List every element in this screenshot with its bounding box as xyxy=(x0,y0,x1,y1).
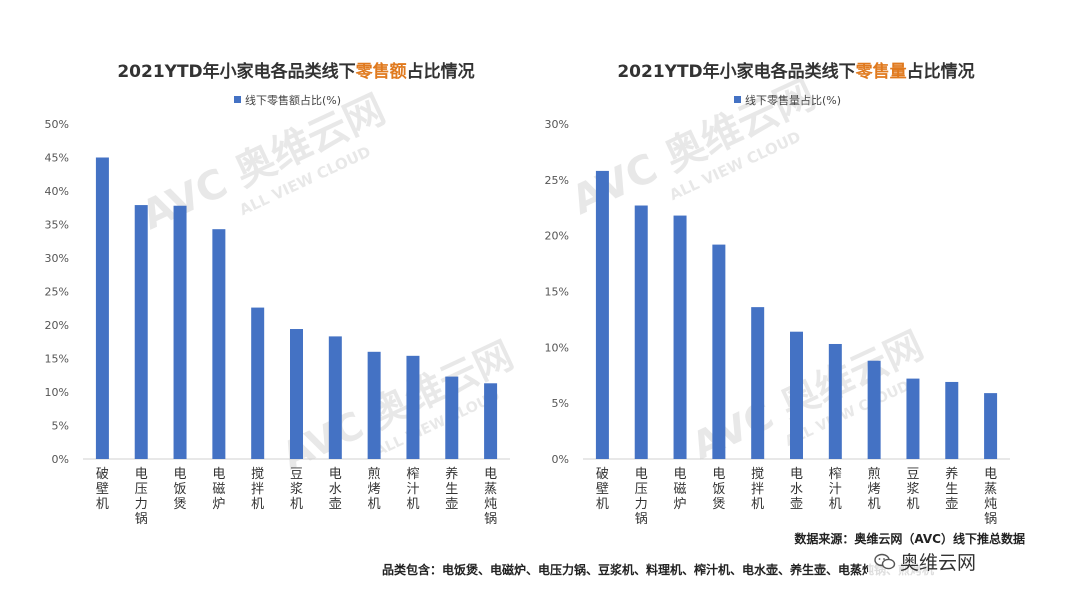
x-tick-label: 电压力锅 xyxy=(135,467,148,527)
x-tick-label: 电蒸炖锅 xyxy=(484,467,497,527)
bar xyxy=(634,205,648,459)
bar xyxy=(867,360,881,459)
y-tick-label: 0% xyxy=(52,453,69,466)
bar xyxy=(173,205,187,459)
x-tick-label: 煎烤机 xyxy=(368,466,381,512)
bar xyxy=(406,355,420,459)
bar xyxy=(828,343,842,459)
y-tick-label: 5% xyxy=(552,397,569,410)
y-tick-label: 5% xyxy=(52,420,69,433)
x-tick-label: 煎烤机 xyxy=(868,466,881,512)
bar xyxy=(251,307,265,459)
y-tick-label: 20% xyxy=(545,230,569,243)
y-tick-label: 45% xyxy=(45,152,69,165)
chart-title-suffix: 占比情况 xyxy=(407,61,475,82)
chart-title-prefix: 2021YTD年小家电各品类线下 xyxy=(617,61,855,82)
legend: 线下零售额占比(%) xyxy=(234,93,341,107)
x-tick-label: 豆浆机 xyxy=(906,467,919,512)
x-tick-label: 搅拌机 xyxy=(751,466,764,512)
x-tick-label: 豆浆机 xyxy=(290,467,303,512)
bar xyxy=(790,331,803,459)
y-tick-label: 25% xyxy=(45,286,69,299)
x-tick-label: 搅拌机 xyxy=(251,466,264,512)
y-tick-label: 40% xyxy=(45,185,69,198)
bar xyxy=(751,307,765,459)
bar xyxy=(328,336,342,459)
legend: 线下零售量占比(%) xyxy=(734,93,841,107)
bar xyxy=(290,329,303,459)
x-tick-label: 电饭煲 xyxy=(174,467,187,512)
bar xyxy=(134,205,148,459)
x-tick-label: 电水壶 xyxy=(790,467,803,512)
data-source-note: 数据来源：奥维云网（AVC）线下推总数据 xyxy=(794,532,1025,546)
x-tick-label: 破壁机 xyxy=(96,467,109,512)
x-tick-label: 电压力锅 xyxy=(635,467,648,527)
bar xyxy=(712,244,726,459)
x-tick-label: 养生壶 xyxy=(445,466,458,512)
bar xyxy=(906,378,920,459)
bar xyxy=(445,376,459,459)
legend-swatch xyxy=(234,96,241,103)
y-tick-label: 25% xyxy=(545,174,569,187)
x-tick-label: 榨汁机 xyxy=(829,466,842,512)
chart-title: 2021YTD年小家电各品类线下零售量占比情况 xyxy=(617,61,974,82)
chart-title-suffix: 占比情况 xyxy=(907,61,975,82)
bar xyxy=(945,381,959,459)
bar xyxy=(673,215,687,459)
legend-swatch xyxy=(734,96,741,103)
legend-label: 线下零售量占比(%) xyxy=(745,93,841,107)
x-tick-label: 电磁炉 xyxy=(212,467,225,512)
chart-title-highlight: 零售量 xyxy=(855,61,907,82)
x-tick-label: 养生壶 xyxy=(945,466,958,512)
bar xyxy=(595,170,609,459)
x-tick-label: 电蒸炖锅 xyxy=(984,467,997,527)
x-tick-label: 电饭煲 xyxy=(712,467,725,512)
y-tick-label: 15% xyxy=(545,286,569,299)
chart-title-highlight: 零售额 xyxy=(355,61,407,82)
categories-note: 品类包含：电饭煲、电磁炉、电压力锅、豆浆机、料理机、榨汁机、电水壶、养生壶、电蒸… xyxy=(382,563,935,577)
y-tick-label: 0% xyxy=(552,453,569,466)
bar xyxy=(212,229,226,459)
x-tick-label: 电水壶 xyxy=(329,467,342,512)
chart-title-prefix: 2021YTD年小家电各品类线下 xyxy=(117,61,355,82)
x-tick-label: 榨汁机 xyxy=(406,466,419,512)
y-tick-label: 10% xyxy=(45,386,69,399)
bar xyxy=(984,393,998,459)
y-tick-label: 10% xyxy=(545,341,569,354)
brand-badge: 奥维云网 xyxy=(868,546,983,577)
y-tick-label: 30% xyxy=(45,252,69,265)
brand-name: 奥维云网 xyxy=(900,552,977,574)
y-tick-label: 35% xyxy=(45,219,69,232)
bar xyxy=(484,383,498,459)
y-tick-label: 50% xyxy=(45,118,69,131)
bar xyxy=(367,351,381,459)
chart-title: 2021YTD年小家电各品类线下零售额占比情况 xyxy=(117,61,474,82)
y-tick-label: 15% xyxy=(45,353,69,366)
bar xyxy=(95,157,109,459)
y-tick-label: 20% xyxy=(45,319,69,332)
x-tick-label: 破壁机 xyxy=(596,467,609,512)
wechat-icon xyxy=(874,553,896,569)
legend-label: 线下零售额占比(%) xyxy=(245,93,341,107)
x-tick-label: 电磁炉 xyxy=(674,467,687,512)
y-tick-label: 30% xyxy=(545,118,569,131)
